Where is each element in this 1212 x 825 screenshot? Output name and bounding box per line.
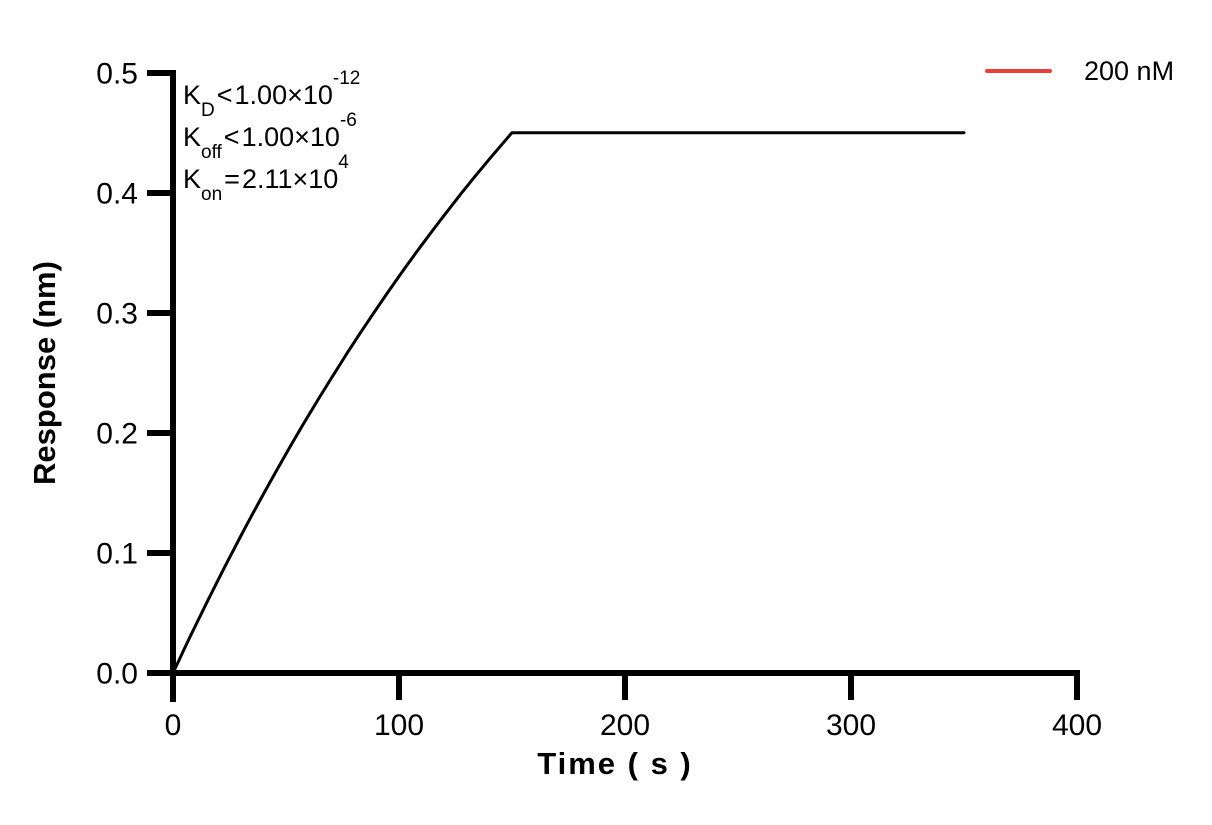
y-tick-label: 0.3 [96,298,138,331]
kon-exponent: 4 [338,152,349,173]
x-tick-mark [1074,673,1080,700]
x-tick-mark [848,673,854,700]
koff-symbol: K [183,122,202,152]
kon-symbol: K [183,164,202,194]
legend-line-swatch [985,69,1052,73]
kon-operator: = [224,164,240,194]
y-tick-mark [147,310,173,316]
legend: 200 nM [985,56,1174,86]
y-tick-label: 0.0 [96,658,138,691]
y-axis-title: Response (nm) [27,261,62,485]
y-tick-mark [147,670,173,676]
x-tick-label: 400 [1052,709,1102,742]
y-tick-label: 0.5 [96,58,138,91]
koff-line: Koff<1.00×10-6 [183,111,360,162]
x-tick-label: 200 [600,709,650,742]
koff-mantissa: 1.00×10 [241,122,340,152]
x-axis-title: Time ( s ) [537,746,693,781]
kd-exponent: -12 [332,68,361,89]
x-tick-mark [396,673,402,700]
kon-line: Kon=2.11×104 [183,153,360,204]
kd-symbol: K [183,80,202,110]
y-tick-mark [147,190,173,196]
koff-operator: < [223,122,240,152]
kd-mantissa: 1.00×10 [234,80,333,110]
kd-subscript: D [201,100,215,122]
x-tick-label: 0 [165,709,182,742]
kon-mantissa: 2.11×10 [241,164,339,194]
kinetics-annotation: KD<1.00×10-12 Koff<1.00×10-6 Kon=2.11×10… [183,69,360,204]
fit-series-line [171,131,966,675]
y-tick-mark [147,550,173,556]
y-tick-label: 0.2 [96,418,138,451]
y-tick-label: 0.4 [96,178,138,211]
legend-item-200nm: 200 nM [985,56,1174,87]
y-axis-line [170,70,176,702]
kon-subscript: on [201,184,223,206]
legend-label: 200 nM [1084,55,1175,86]
kd-operator: < [216,80,233,110]
kd-line: KD<1.00×10-12 [183,69,360,120]
x-tick-mark [622,673,628,700]
koff-subscript: off [201,142,222,164]
x-axis-line [148,670,1080,676]
y-tick-label: 0.1 [96,538,138,571]
y-tick-mark [147,430,173,436]
x-tick-mark [170,673,176,700]
y-tick-mark [147,70,173,76]
x-tick-label: 300 [826,709,876,742]
koff-exponent: -6 [339,110,357,131]
x-tick-label: 100 [374,709,424,742]
